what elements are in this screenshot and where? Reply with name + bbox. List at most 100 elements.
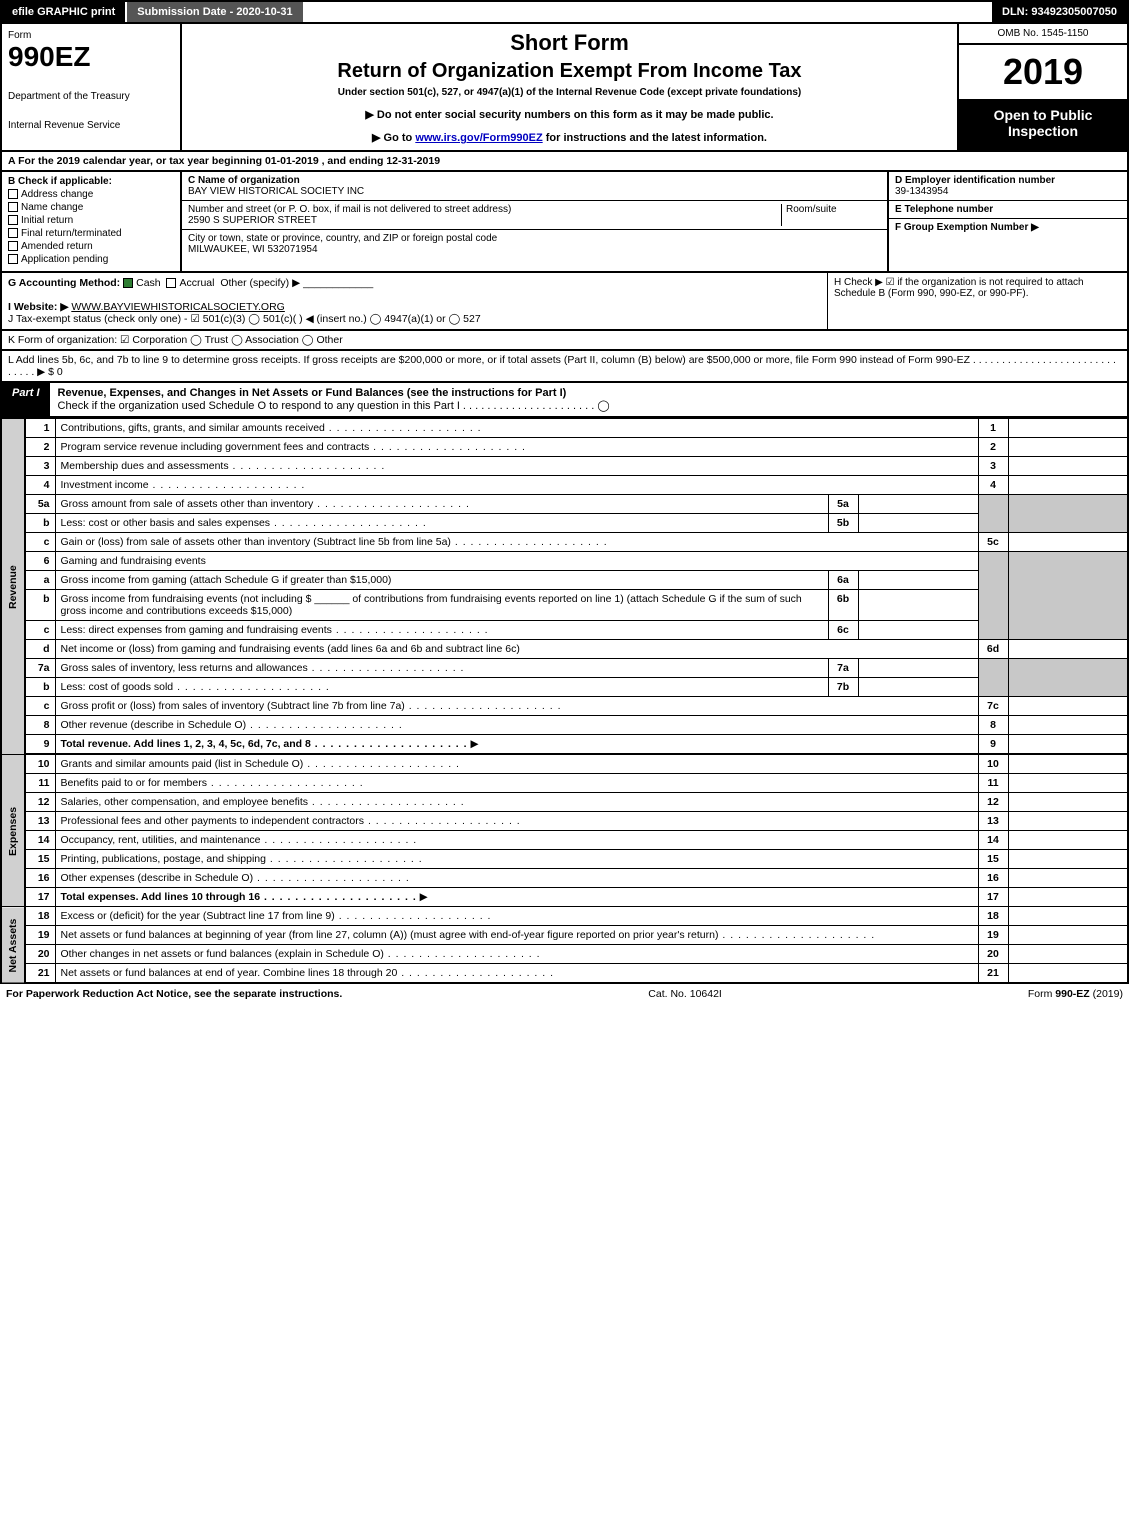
dept-treasury: Department of the Treasury — [8, 91, 174, 102]
section-c: C Name of organization BAY VIEW HISTORIC… — [182, 172, 887, 271]
line-5c-text: Gain or (loss) from sale of assets other… — [55, 533, 978, 552]
section-def: D Employer identification number 39-1343… — [887, 172, 1127, 271]
j-tax-exempt: J Tax-exempt status (check only one) - ☑… — [8, 313, 481, 325]
line-18-amt[interactable] — [1008, 907, 1128, 926]
part-i-header: Part I Revenue, Expenses, and Changes in… — [0, 383, 1129, 418]
line-1-amt[interactable] — [1008, 419, 1128, 438]
line-5c-amt[interactable] — [1008, 533, 1128, 552]
line-3-amt[interactable] — [1008, 457, 1128, 476]
line-4-text: Investment income — [55, 476, 978, 495]
topbar-spacer — [305, 2, 992, 22]
l-gross-receipts: L Add lines 5b, 6c, and 7b to line 9 to … — [0, 351, 1129, 383]
line-2-text: Program service revenue including govern… — [55, 438, 978, 457]
submission-date-button[interactable]: Submission Date - 2020-10-31 — [127, 2, 304, 22]
short-form-label: Short Form — [188, 30, 951, 56]
e-phone-row: E Telephone number — [889, 201, 1127, 219]
c-city-row: City or town, state or province, country… — [182, 230, 887, 258]
part-i-tag: Part I — [2, 383, 50, 416]
chk-name-change[interactable]: Name change — [8, 202, 174, 213]
footer-right: Form 990-EZ (2019) — [1028, 988, 1123, 1000]
line-9-amt[interactable] — [1008, 735, 1128, 754]
d-ein-row: D Employer identification number 39-1343… — [889, 172, 1127, 201]
d-label: D Employer identification number — [895, 175, 1055, 186]
line-6a-amt[interactable] — [858, 571, 978, 590]
line-6d-amt[interactable] — [1008, 640, 1128, 659]
line-19-text: Net assets or fund balances at beginning… — [55, 926, 978, 945]
line-17-amt[interactable] — [1008, 888, 1128, 907]
chk-initial-return[interactable]: Initial return — [8, 215, 174, 226]
line-14-text: Occupancy, rent, utilities, and maintena… — [55, 831, 978, 850]
row-a-tax-year: A For the 2019 calendar year, or tax yea… — [0, 152, 1129, 172]
chk-amended-return[interactable]: Amended return — [8, 241, 174, 252]
form-header: Form 990EZ Department of the Treasury In… — [0, 24, 1129, 152]
efile-print-button[interactable]: efile GRAPHIC print — [2, 2, 127, 22]
line-18-text: Excess or (deficit) for the year (Subtra… — [55, 907, 978, 926]
line-20-amt[interactable] — [1008, 945, 1128, 964]
line-10-amt[interactable] — [1008, 755, 1128, 774]
line-6c-text: Less: direct expenses from gaming and fu… — [55, 621, 828, 640]
line-1-ref: 1 — [978, 419, 1008, 438]
form-word: Form — [8, 30, 174, 41]
line-13-amt[interactable] — [1008, 812, 1128, 831]
line-16-amt[interactable] — [1008, 869, 1128, 888]
line-7a-amt[interactable] — [858, 659, 978, 678]
g-accounting: G Accounting Method: Cash Accrual Other … — [2, 273, 827, 329]
header-middle: Short Form Return of Organization Exempt… — [182, 24, 957, 150]
irs-link[interactable]: www.irs.gov/Form990EZ — [415, 132, 542, 144]
line-5a-amt[interactable] — [858, 495, 978, 514]
chk-cash[interactable] — [123, 278, 133, 288]
line-11-text: Benefits paid to or for members — [55, 774, 978, 793]
line-15-amt[interactable] — [1008, 850, 1128, 869]
room-suite-label: Room/suite — [786, 204, 837, 215]
line-5b-text: Less: cost or other basis and sales expe… — [55, 514, 828, 533]
line-21-amt[interactable] — [1008, 964, 1128, 984]
line-9-text: Total revenue. Add lines 1, 2, 3, 4, 5c,… — [55, 735, 978, 754]
c-street-label: Number and street (or P. O. box, if mail… — [188, 204, 511, 215]
line-7b-text: Less: cost of goods sold — [55, 678, 828, 697]
chk-application-pending[interactable]: Application pending — [8, 254, 174, 265]
f-label: F Group Exemption Number ▶ — [895, 222, 1039, 233]
chk-final-return[interactable]: Final return/terminated — [8, 228, 174, 239]
chk-address-change[interactable]: Address change — [8, 189, 174, 200]
line-7c-amt[interactable] — [1008, 697, 1128, 716]
h-schedule-b: H Check ▶ ☑ if the organization is not r… — [827, 273, 1127, 329]
g-other-label: Other (specify) ▶ — [220, 277, 300, 289]
form-title: Return of Organization Exempt From Incom… — [188, 60, 951, 83]
instr2-pre: ▶ Go to — [372, 132, 415, 144]
g-cash-label: Cash — [136, 277, 161, 289]
line-12-text: Salaries, other compensation, and employ… — [55, 793, 978, 812]
line-8-amt[interactable] — [1008, 716, 1128, 735]
dln-label: DLN: 93492305007050 — [992, 2, 1127, 22]
org-name: BAY VIEW HISTORICAL SOCIETY INC — [188, 186, 364, 197]
form-number: 990EZ — [8, 41, 174, 73]
line-2-amt[interactable] — [1008, 438, 1128, 457]
line-7b-amt[interactable] — [858, 678, 978, 697]
line-6b-amt[interactable] — [858, 590, 978, 621]
line-6c-amt[interactable] — [858, 621, 978, 640]
footer-mid: Cat. No. 10642I — [648, 988, 722, 1000]
line-5b-amt[interactable] — [858, 514, 978, 533]
ein-value: 39-1343954 — [895, 186, 948, 197]
block-bcdef: B Check if applicable: Address change Na… — [0, 172, 1129, 273]
line-7c-text: Gross profit or (loss) from sales of inv… — [55, 697, 978, 716]
line-6b-text: Gross income from fundraising events (no… — [55, 590, 828, 621]
part-i-sub: Check if the organization used Schedule … — [58, 400, 610, 412]
omb-number: OMB No. 1545-1150 — [959, 24, 1127, 45]
line-11-amt[interactable] — [1008, 774, 1128, 793]
chk-accrual[interactable] — [166, 278, 176, 288]
b-header: B Check if applicable: — [8, 176, 112, 187]
line-15-text: Printing, publications, postage, and shi… — [55, 850, 978, 869]
instr2-post: for instructions and the latest informat… — [543, 132, 767, 144]
expenses-side-label: Expenses — [1, 755, 25, 907]
footer-left: For Paperwork Reduction Act Notice, see … — [6, 988, 342, 1000]
website-value[interactable]: WWW.BAYVIEWHISTORICALSOCIETY.ORG — [71, 301, 285, 313]
org-street: 2590 S SUPERIOR STREET — [188, 215, 317, 226]
line-12-amt[interactable] — [1008, 793, 1128, 812]
line-14-amt[interactable] — [1008, 831, 1128, 850]
line-4-amt[interactable] — [1008, 476, 1128, 495]
line-1-num: 1 — [25, 419, 55, 438]
block-gh: G Accounting Method: Cash Accrual Other … — [0, 273, 1129, 331]
section-b: B Check if applicable: Address change Na… — [2, 172, 182, 271]
dept-irs: Internal Revenue Service — [8, 120, 174, 131]
line-19-amt[interactable] — [1008, 926, 1128, 945]
